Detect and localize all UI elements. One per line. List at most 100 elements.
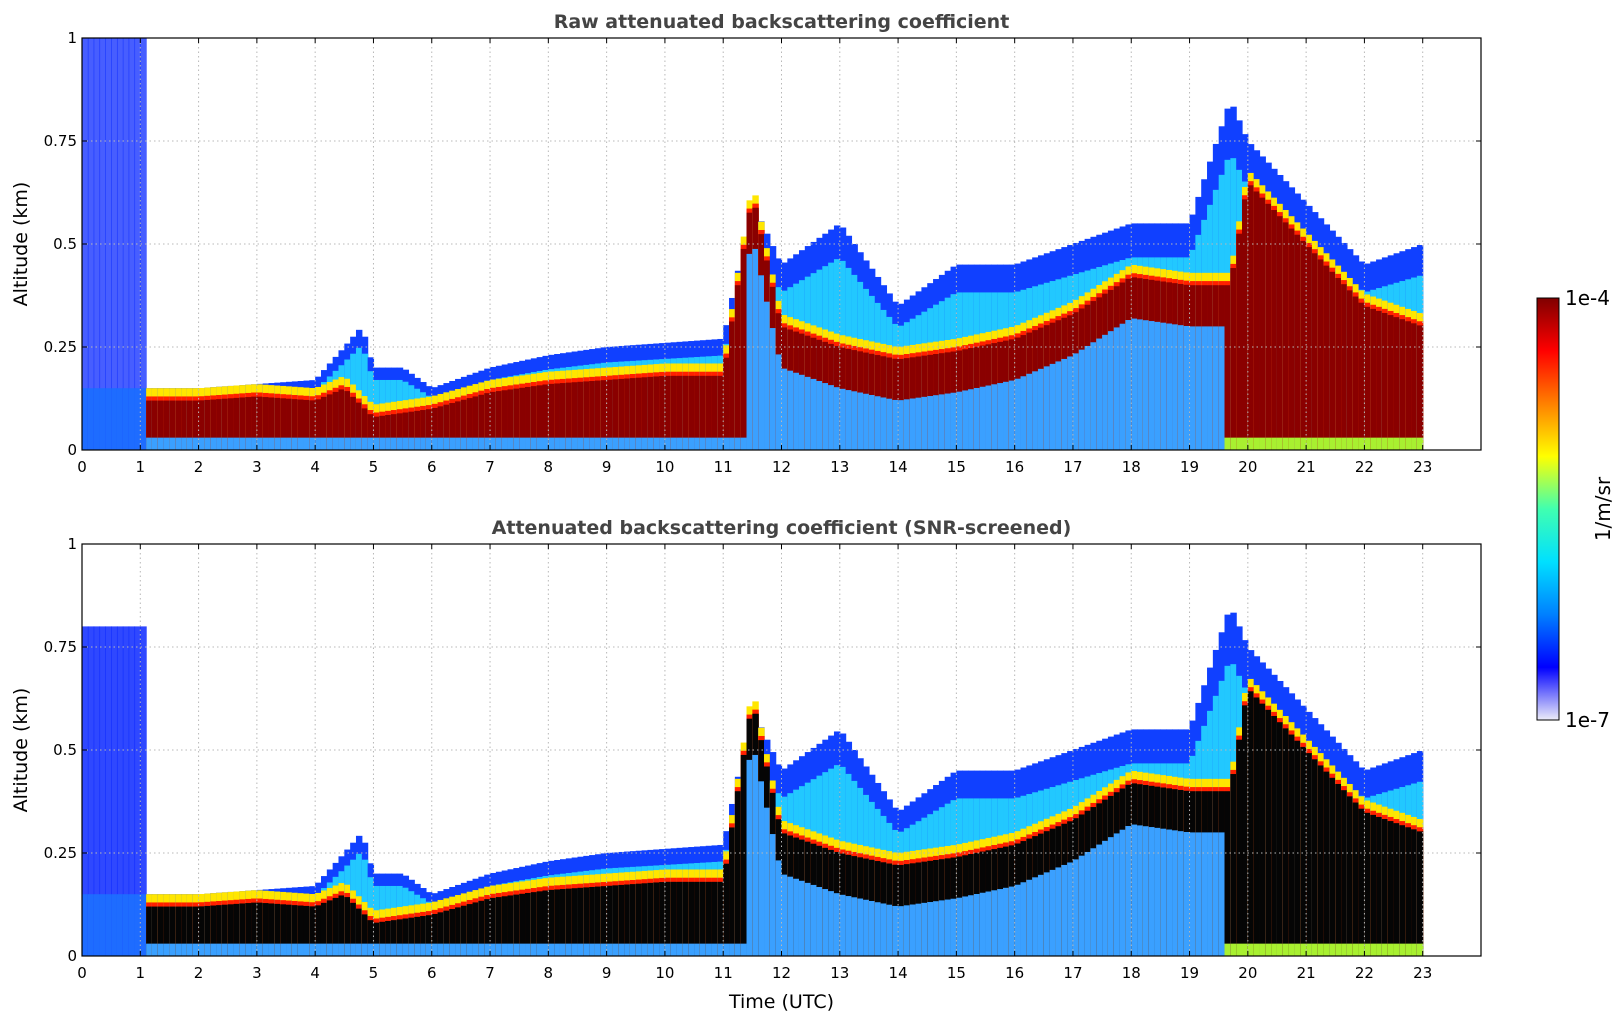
heatmap-cell [985, 891, 992, 956]
heatmap-cell [525, 943, 532, 956]
heatmap-cell [420, 410, 427, 450]
heatmap-cell [641, 377, 649, 450]
heatmap-cell [1230, 268, 1237, 450]
heatmap-cell [227, 904, 235, 956]
heatmap-cell [361, 437, 369, 450]
heatmap-cell [385, 943, 392, 956]
heatmap-cell [1265, 709, 1272, 956]
heatmap-cell [915, 903, 922, 956]
heatmap-cell [857, 392, 864, 450]
heatmap-cell [828, 385, 835, 450]
heatmap-cell [1247, 185, 1255, 450]
heatmap-cell [810, 378, 818, 450]
heatmap-cell [764, 807, 771, 956]
heatmap-cell [1043, 872, 1051, 956]
heatmap-cell [373, 437, 380, 450]
heatmap-cell [192, 906, 200, 956]
heatmap-cell [431, 437, 439, 450]
heatmap-cell [105, 388, 112, 450]
heatmap-cell [204, 399, 211, 450]
heatmap-cell [1113, 327, 1121, 450]
heatmap-cell [548, 437, 555, 450]
heatmap-cell [1282, 222, 1290, 450]
heatmap-cell [717, 943, 724, 956]
heatmap-cell [478, 900, 485, 956]
heatmap-cell [874, 902, 882, 956]
chart-title: Raw attenuated backscattering coefficien… [554, 11, 1010, 33]
heatmap-cell [449, 403, 456, 450]
heatmap-cell [332, 391, 340, 450]
heatmap-cell [793, 878, 800, 956]
heatmap-cell [618, 943, 625, 956]
heatmap-cell [466, 437, 474, 450]
x-tick-label: 15 [947, 458, 966, 476]
heatmap-cell [157, 400, 165, 450]
heatmap-cell [332, 943, 340, 956]
heatmap-cell [437, 406, 445, 450]
heatmap-cell [116, 388, 124, 450]
heatmap-cell [122, 626, 130, 956]
heatmap-cell [128, 388, 136, 450]
heatmap-cell [1329, 777, 1336, 956]
heatmap-cell [140, 388, 147, 450]
heatmap-cell [169, 906, 176, 956]
heatmap-cell [122, 38, 130, 450]
heatmap-cell [688, 375, 695, 450]
heatmap-cell [1236, 943, 1243, 956]
heatmap-cell [227, 943, 235, 956]
heatmap-cell [1381, 819, 1389, 956]
x-tick-label: 5 [369, 964, 379, 982]
heatmap-cell [1288, 228, 1296, 450]
heatmap-cell [1341, 284, 1348, 450]
heatmap-cell [1323, 943, 1331, 956]
x-tick-label: 16 [1005, 458, 1024, 476]
heatmap-cell [857, 898, 864, 956]
heatmap-cell [618, 884, 625, 956]
heatmap-cell [1387, 315, 1395, 450]
y-tick-label: 0.5 [53, 235, 77, 253]
heatmap-cell [1393, 317, 1400, 450]
heatmap-cell [956, 897, 963, 956]
heatmap-cell [991, 384, 998, 450]
heatmap-cell [513, 437, 520, 450]
heatmap-cell [472, 943, 479, 956]
heatmap-cell [705, 881, 713, 956]
x-tick-label: 0 [77, 458, 87, 476]
grid [82, 544, 1481, 956]
heatmap-cell [944, 393, 952, 450]
heatmap-cell [186, 906, 194, 956]
heatmap-cell [1329, 437, 1336, 450]
heatmap-cell [1067, 356, 1074, 450]
x-tick-label: 4 [310, 458, 320, 476]
heatmap-cell [239, 397, 246, 450]
heatmap-cell [274, 903, 281, 956]
heatmap-cell [1335, 783, 1342, 956]
heatmap-cell [530, 943, 538, 956]
heatmap-cell [1125, 320, 1132, 450]
heatmap-cell [828, 891, 835, 956]
heatmap-cell [554, 889, 561, 956]
heatmap-cell [1049, 363, 1057, 450]
heatmap-cell [1288, 437, 1296, 450]
heatmap-cell [664, 943, 672, 956]
heatmap-cell [1393, 943, 1400, 956]
heatmap-cell [1288, 734, 1296, 956]
heatmap-cell [594, 380, 602, 450]
heatmap-cell [495, 437, 503, 450]
heatmap-cell [1370, 437, 1377, 450]
heatmap-cell [682, 375, 689, 450]
heatmap-cell [134, 388, 141, 450]
heatmap-cell [985, 385, 992, 450]
heatmap-cell [87, 388, 95, 450]
heatmap-cell [1335, 943, 1342, 956]
heatmap-cell [839, 894, 847, 956]
heatmap-cell [291, 399, 299, 450]
heatmap-cell [99, 388, 106, 450]
heatmap-cell [495, 897, 503, 956]
heatmap-cell [414, 943, 421, 956]
colorbar-max-label: 1e-4 [1565, 286, 1610, 310]
heatmap-cell [251, 437, 258, 450]
heatmap-cell [309, 437, 316, 450]
heatmap-cell [1393, 437, 1400, 450]
heatmap-cell [1026, 373, 1033, 450]
